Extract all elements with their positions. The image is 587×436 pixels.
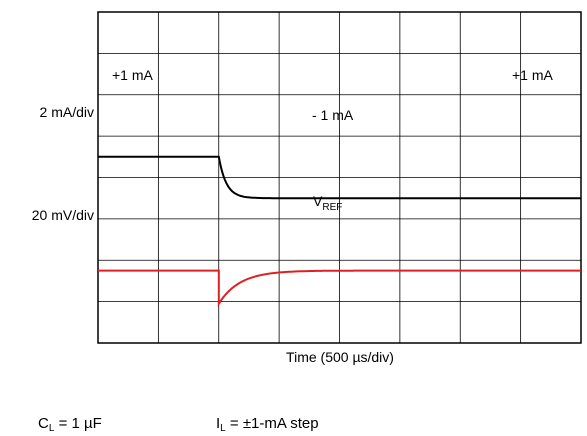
voltage-scale-label: 20 mV/div xyxy=(32,207,94,223)
current-scale-label: 2 mA/div xyxy=(40,104,94,120)
scope-frame xyxy=(97,11,582,344)
load-capacitance-note: CL = 1 µF xyxy=(38,415,102,434)
current-low-label: - 1 mA xyxy=(312,107,354,123)
x-axis-label: Time (500 µs/div) xyxy=(286,349,394,365)
load-current-trace xyxy=(98,155,581,200)
current-high-label-left: +1 mA xyxy=(112,67,154,83)
vref-trace xyxy=(98,269,581,308)
vref-series-label: VREF xyxy=(313,193,342,213)
current-high-label-right: +1 mA xyxy=(512,67,554,83)
scope-grid xyxy=(98,12,581,343)
load-current-note: IL = ±1-mA step xyxy=(216,415,319,434)
